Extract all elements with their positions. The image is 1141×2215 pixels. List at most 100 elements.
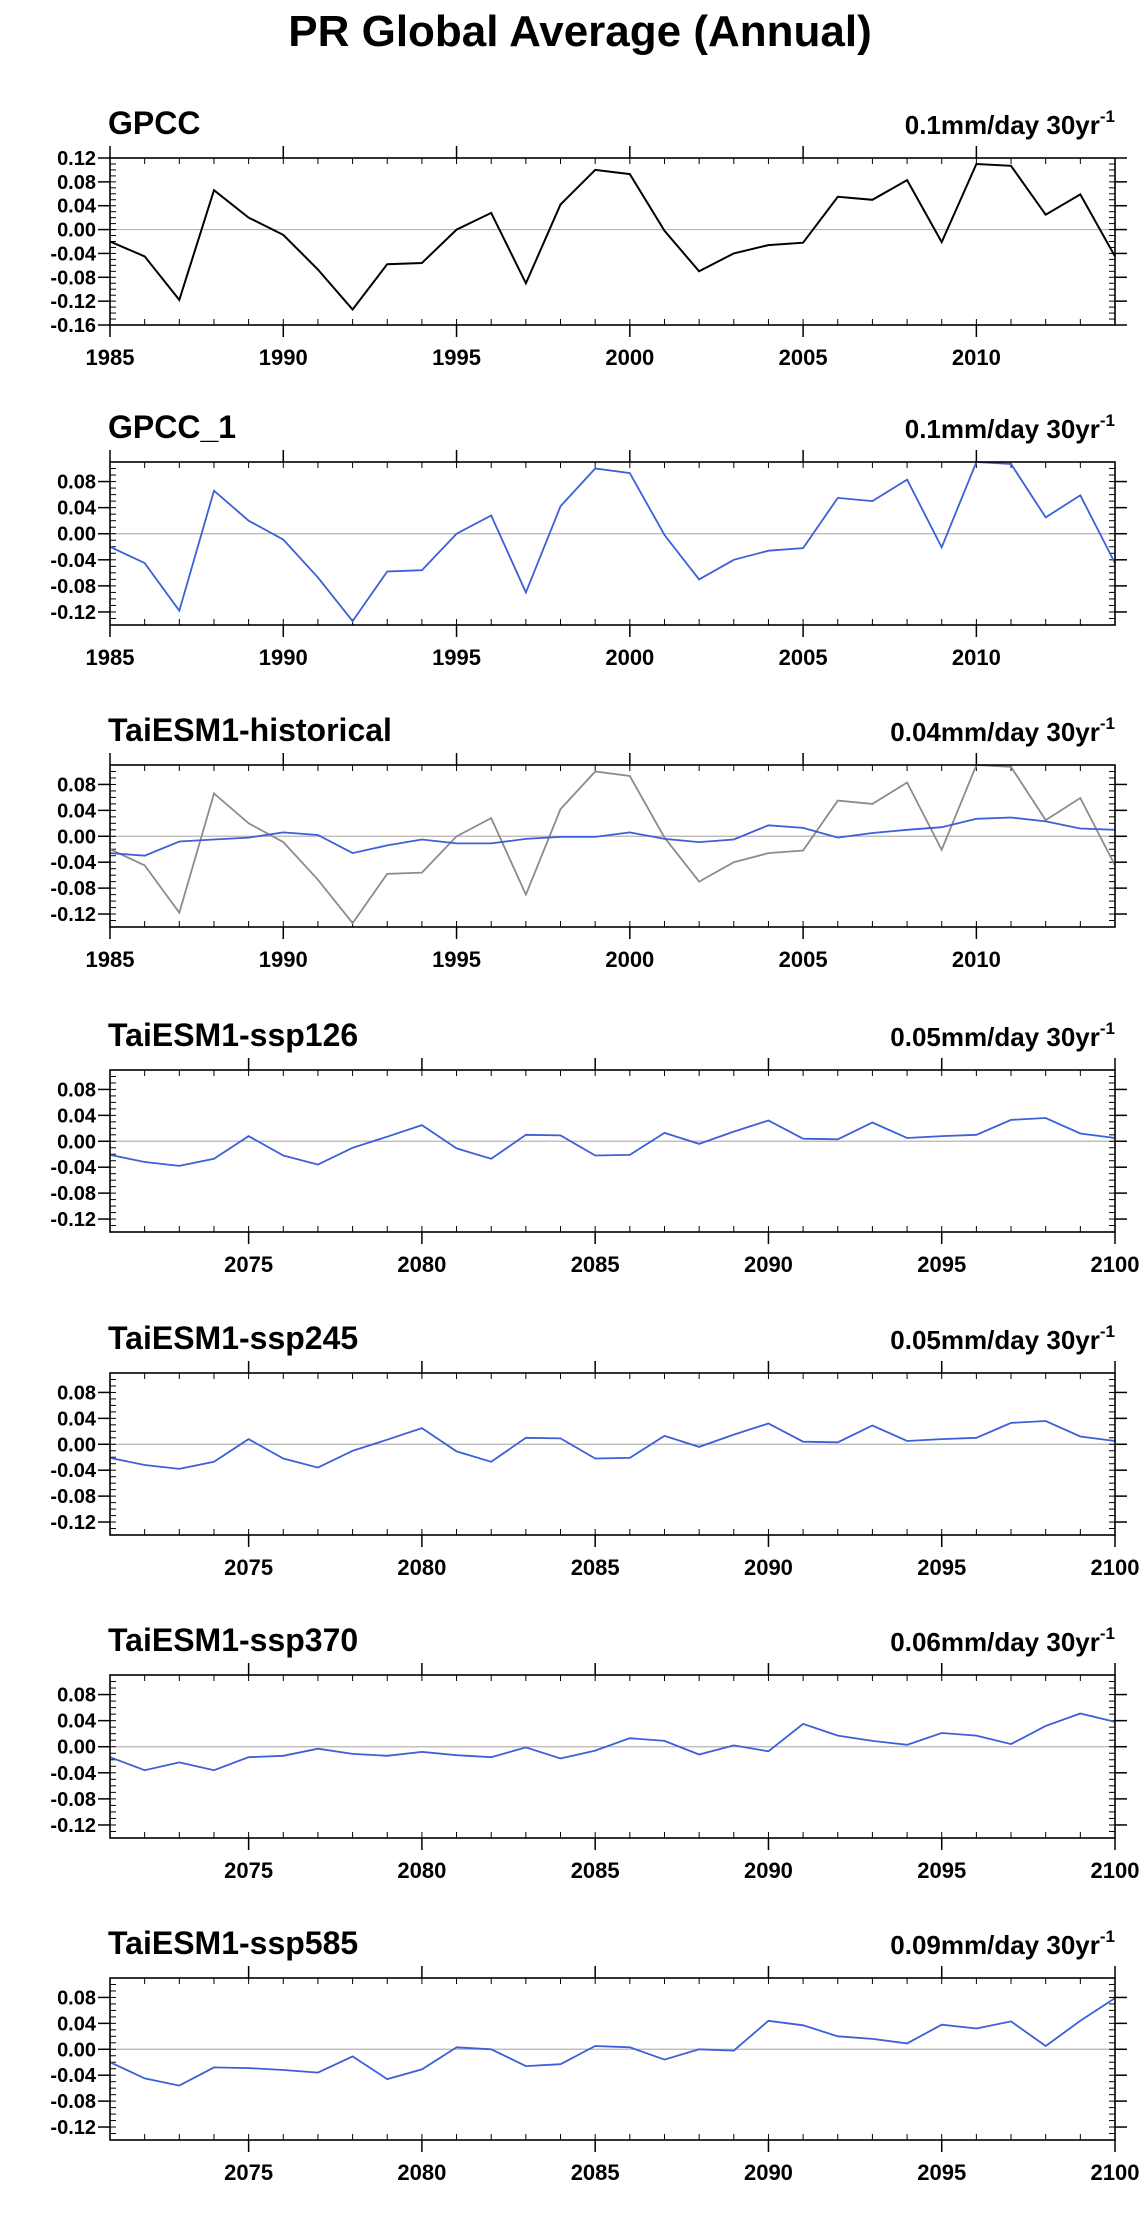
- x-tick-label: 1985: [86, 645, 135, 670]
- x-tick-label: 2000: [605, 345, 654, 370]
- panel-5: TaiESM1-ssp245 0.05mm/day 30yr-1 2075 2080 2…: [50, 1320, 1139, 1580]
- x-tick-label: 2080: [397, 1858, 446, 1883]
- y-tick-label: 0.04: [57, 1105, 97, 1127]
- x-tick-label: 2085: [571, 1555, 620, 1580]
- y-tick-label: 0.00: [57, 1737, 96, 1759]
- x-tick-label: 1990: [259, 645, 308, 670]
- y-tick-label: 0.04: [57, 2013, 97, 2035]
- y-tick-label: -0.12: [50, 1209, 96, 1231]
- panel-frame: [109, 1069, 1116, 1233]
- panel-title: GPCC_1: [108, 409, 236, 445]
- x-tick-label: 2085: [571, 1252, 620, 1277]
- y-tick-label: -0.04: [50, 243, 96, 265]
- trend-label: 0.1mm/day 30yr-1: [905, 107, 1115, 140]
- trend-label-text: 0.1mm/day 30yr: [905, 414, 1100, 444]
- trend-label-sup: -1: [1100, 1019, 1115, 1038]
- x-tick-label: 2075: [224, 2160, 273, 2185]
- x-tick-label: 2075: [224, 1555, 273, 1580]
- panel-frame: [109, 461, 1116, 626]
- y-tick-label: -0.12: [50, 602, 96, 624]
- trend-label-text: 0.09mm/day 30yr: [890, 1930, 1100, 1960]
- x-tick-label: 2005: [779, 645, 828, 670]
- trend-label-text: 0.04mm/day 30yr: [890, 717, 1100, 747]
- trend-label: 0.05mm/day 30yr-1: [890, 1019, 1115, 1052]
- x-tick-label: 1990: [259, 947, 308, 972]
- trend-label-sup: -1: [1100, 714, 1115, 733]
- trend-label-sup: -1: [1100, 411, 1115, 430]
- y-tick-label: -0.12: [50, 904, 96, 926]
- trend-label-sup: -1: [1100, 1624, 1115, 1643]
- x-tick-label: 1995: [432, 645, 481, 670]
- y-tick-label: 0.00: [57, 524, 96, 546]
- panel-frame: [109, 1372, 1116, 1536]
- y-tick-label: -0.04: [50, 1157, 96, 1179]
- panel-frame: [109, 1977, 1116, 2141]
- y-tick-label: -0.08: [50, 1789, 96, 1811]
- trend-label: 0.1mm/day 30yr-1: [905, 411, 1115, 444]
- y-tick-label: -0.08: [50, 576, 96, 598]
- x-tick-label: 1990: [259, 345, 308, 370]
- y-tick-label: -0.04: [50, 852, 96, 874]
- series-line-model: [109, 1997, 1116, 2087]
- x-tick-label: 2090: [744, 1858, 793, 1883]
- x-tick-label: 2095: [917, 1858, 966, 1883]
- x-tick-label: 2080: [397, 1252, 446, 1277]
- series-line-obs_overlay: [109, 764, 1116, 925]
- series-line-model: [109, 1712, 1116, 1772]
- panel-frame: [109, 1674, 1116, 1839]
- series-line-model: [109, 816, 1116, 857]
- y-tick-label: -0.08: [50, 1183, 96, 1205]
- y-tick-label: -0.12: [50, 1512, 96, 1534]
- panel-6: TaiESM1-ssp370 0.06mm/day 30yr-1 2075 2080 2…: [50, 1622, 1139, 1883]
- trend-label: 0.04mm/day 30yr-1: [890, 714, 1115, 747]
- y-tick-label: -0.16: [50, 315, 96, 337]
- x-tick-label: 2005: [779, 947, 828, 972]
- y-tick-label: -0.04: [50, 550, 96, 572]
- y-tick-label: 0.12: [57, 148, 96, 170]
- trend-label: 0.05mm/day 30yr-1: [890, 1322, 1115, 1355]
- y-tick-label: 0.08: [57, 472, 96, 494]
- y-tick-label: 0.08: [57, 774, 96, 796]
- figure-title: PR Global Average (Annual): [288, 7, 872, 56]
- trend-label-sup: -1: [1100, 1927, 1115, 1946]
- trend-label: 0.09mm/day 30yr-1: [890, 1927, 1115, 1960]
- y-tick-label: 0.08: [57, 1382, 96, 1404]
- x-tick-label: 2095: [917, 1252, 966, 1277]
- y-tick-label: 0.08: [57, 172, 96, 194]
- y-tick-label: -0.04: [50, 1763, 96, 1785]
- x-tick-label: 2095: [917, 1555, 966, 1580]
- x-tick-label: 1985: [86, 947, 135, 972]
- panel-3: TaiESM1-historical 0.04mm/day 30yr-1 1985 1…: [50, 712, 1127, 972]
- series-line-model: [109, 461, 1116, 623]
- x-tick-label: 2100: [1091, 2160, 1140, 2185]
- y-tick-label: 0.00: [57, 1434, 96, 1456]
- x-tick-label: 1995: [432, 345, 481, 370]
- y-tick-label: -0.12: [50, 1815, 96, 1837]
- trend-label-text: 0.1mm/day 30yr: [905, 110, 1100, 140]
- y-tick-label: 0.04: [57, 196, 97, 218]
- panel-7: TaiESM1-ssp585 0.09mm/day 30yr-1 2075 2080 2…: [50, 1925, 1139, 2185]
- x-tick-label: 2080: [397, 1555, 446, 1580]
- panel-title: TaiESM1-historical: [108, 712, 392, 748]
- y-tick-label: 0.04: [57, 498, 97, 520]
- trend-label-text: 0.05mm/day 30yr: [890, 1325, 1100, 1355]
- y-tick-label: 0.04: [57, 800, 97, 822]
- panel-title: TaiESM1-ssp126: [108, 1017, 358, 1053]
- y-tick-label: -0.08: [50, 267, 96, 289]
- y-tick-label: 0.04: [57, 1408, 97, 1430]
- y-tick-label: -0.12: [50, 2117, 96, 2139]
- x-tick-label: 2090: [744, 1555, 793, 1580]
- x-tick-label: 2085: [571, 2160, 620, 2185]
- y-tick-label: -0.12: [50, 291, 96, 313]
- x-tick-label: 2100: [1091, 1858, 1140, 1883]
- y-tick-label: -0.04: [50, 1460, 96, 1482]
- x-tick-label: 2010: [952, 645, 1001, 670]
- trend-label-text: 0.05mm/day 30yr: [890, 1022, 1100, 1052]
- y-tick-label: 0.08: [57, 1685, 96, 1707]
- x-tick-label: 1985: [86, 345, 135, 370]
- trend-label-text: 0.06mm/day 30yr: [890, 1627, 1100, 1657]
- panel-1: GPCC 0.1mm/day 30yr-1 1985 1990 1995 2000 2005…: [50, 105, 1127, 370]
- series-line-model: [109, 1117, 1116, 1167]
- x-tick-label: 2080: [397, 2160, 446, 2185]
- y-tick-label: 0.00: [57, 2039, 96, 2061]
